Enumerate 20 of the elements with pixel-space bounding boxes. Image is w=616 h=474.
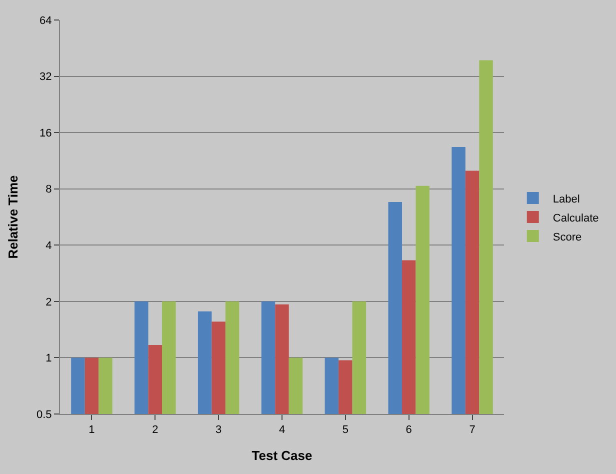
y-tick-label: 8 bbox=[46, 184, 52, 196]
y-tick-label: 2 bbox=[46, 296, 52, 308]
x-tick-label: 4 bbox=[278, 424, 286, 436]
y-tick-label: 64 bbox=[40, 14, 52, 27]
x-tick-label: 7 bbox=[469, 424, 476, 436]
x-tick-label: 1 bbox=[88, 424, 95, 436]
y-tick-label: 0.5 bbox=[36, 408, 52, 421]
y-axis-title: Relative Time bbox=[5, 175, 20, 259]
x-tick-label: 6 bbox=[406, 424, 412, 436]
x-tick-label: 3 bbox=[216, 424, 222, 436]
y-tick-label: 1 bbox=[46, 352, 52, 365]
x-tick-label: 2 bbox=[152, 424, 158, 436]
legend-label: Score bbox=[552, 231, 582, 244]
x-tick-label: 5 bbox=[342, 424, 348, 436]
legend-label: Label bbox=[552, 193, 580, 206]
legend-label: Calculate bbox=[552, 212, 599, 224]
y-tick-label: 4 bbox=[46, 240, 52, 252]
y-tick-label: 16 bbox=[40, 127, 52, 140]
x-axis-title: Test Case bbox=[252, 448, 312, 463]
y-tick-label: 32 bbox=[40, 71, 52, 84]
